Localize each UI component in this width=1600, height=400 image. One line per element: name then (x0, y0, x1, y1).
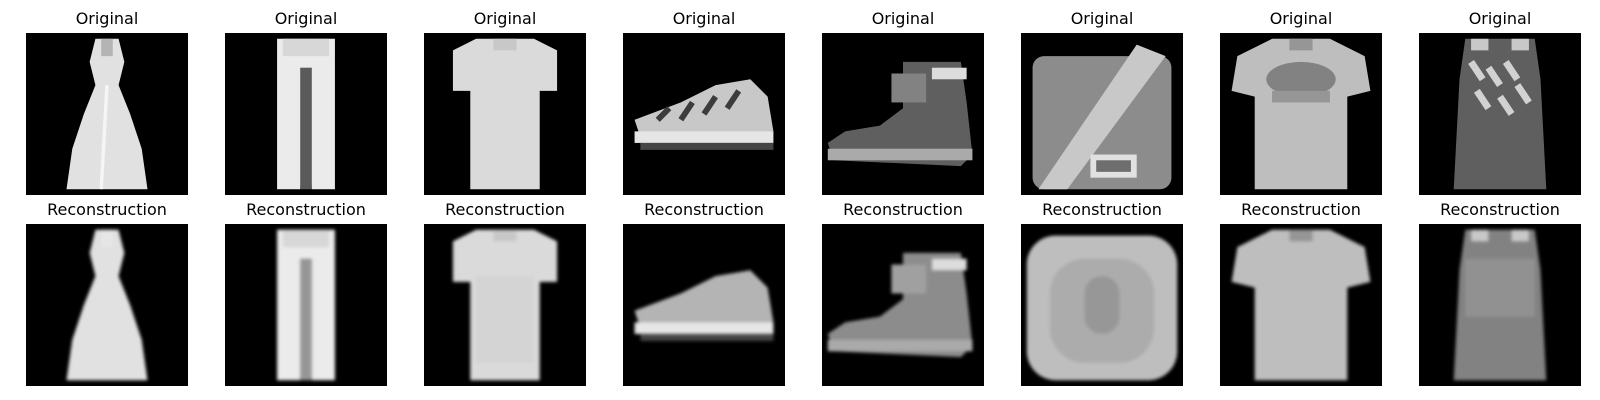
dress-reconstruction-image (26, 224, 188, 386)
panel-title: Reconstruction (1042, 200, 1162, 219)
blurred-top-reconstruction-image (1021, 224, 1183, 386)
panel-title: Original (75, 9, 139, 28)
panel-title: Original (1269, 9, 1333, 28)
panel-title: Reconstruction (644, 200, 764, 219)
trousers-original-image (225, 33, 387, 195)
panel-title: Reconstruction (1440, 200, 1560, 219)
sneaker-reconstruction-image (623, 224, 785, 386)
panel-title: Original (473, 9, 537, 28)
panel-title: Original (871, 9, 935, 28)
sneaker-original-image (623, 33, 785, 195)
panel-title: Reconstruction (246, 200, 366, 219)
panel-title: Original (1468, 9, 1532, 28)
tshirt-reconstruction-image (424, 224, 586, 386)
panel-title: Original (1070, 9, 1134, 28)
tshirt-graphic-reconstruction-image (1220, 224, 1382, 386)
boot-original-image (822, 33, 984, 195)
dress-original-image (26, 33, 188, 195)
trousers-reconstruction-image (225, 224, 387, 386)
tank-top-original-image (1419, 33, 1581, 195)
bag-original-image (1021, 33, 1183, 195)
panel-title: Reconstruction (445, 200, 565, 219)
tshirt-original-image (424, 33, 586, 195)
panel-title: Reconstruction (1241, 200, 1361, 219)
panel-title: Original (672, 9, 736, 28)
tank-top-reconstruction-image (1419, 224, 1581, 386)
panel-title: Reconstruction (47, 200, 167, 219)
tshirt-graphic-original-image (1220, 33, 1382, 195)
panel-title: Reconstruction (843, 200, 963, 219)
panel-title: Original (274, 9, 338, 28)
boot-reconstruction-image (822, 224, 984, 386)
